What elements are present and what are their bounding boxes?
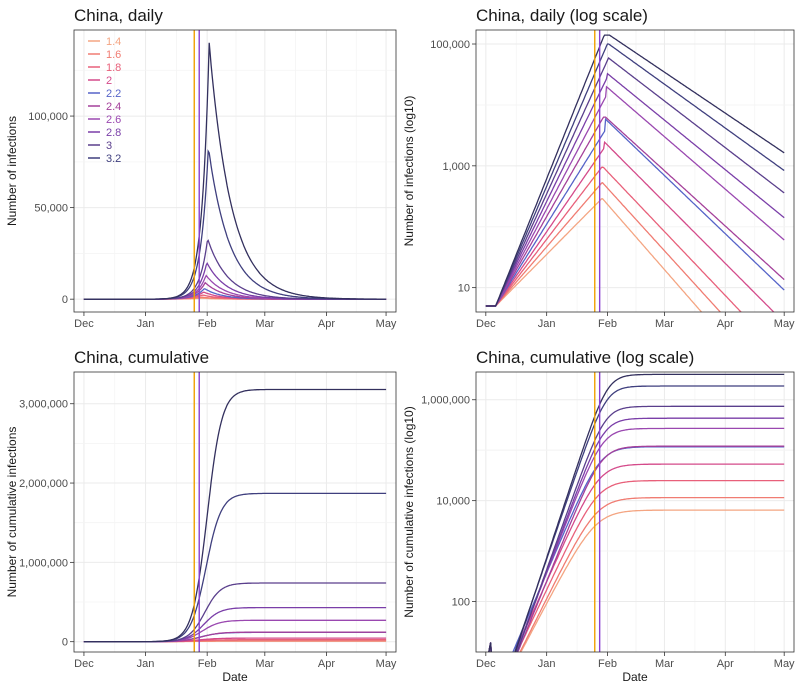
panel-3: Dec Jan Feb Mar Apr May 0 1,000,000 2,000,000 3,0… — [5, 348, 397, 684]
series-group — [488, 373, 785, 652]
series-line-2.8 — [485, 72, 785, 307]
legend-label: 1.4 — [106, 36, 121, 48]
x-tick-label: May — [376, 318, 397, 330]
x-tick-label: Jan — [137, 318, 155, 330]
x-tick-label: May — [376, 658, 397, 670]
series-line-2.4 — [485, 116, 785, 307]
x-tick-label: Apr — [318, 658, 335, 670]
legend-label: 2 — [106, 75, 112, 87]
series-line-1.6 — [485, 182, 722, 312]
y-axis-label: Number of cumulative infections (log10) — [402, 406, 416, 617]
y-tick-label: 100 — [452, 597, 470, 609]
plot-area — [74, 30, 396, 312]
x-tick-label: Feb — [198, 658, 217, 670]
y-tick-label: 3,000,000 — [19, 399, 68, 411]
panel-1: Dec Jan Feb Mar Apr May 0 50,000 100,000 China, d… — [5, 6, 397, 330]
series-group — [83, 388, 387, 643]
x-axis-label: Date — [222, 670, 248, 684]
legend-label: 2.2 — [106, 88, 121, 100]
x-tick-label: Dec — [74, 318, 94, 330]
chart-title: China, daily — [74, 6, 163, 25]
x-tick-label: Feb — [598, 658, 617, 670]
x-tick-label: Feb — [198, 318, 217, 330]
plot-border — [475, 371, 795, 653]
y-tick-label: 50,000 — [34, 203, 68, 215]
legend-label: 2.4 — [106, 101, 121, 113]
x-tick-label: Apr — [717, 658, 734, 670]
x-axis-label: Date — [622, 670, 648, 684]
x-tick-label: May — [774, 658, 795, 670]
x-tick-label: Mar — [655, 318, 674, 330]
y-tick-label: 0 — [62, 637, 68, 649]
y-tick-label: 10 — [458, 283, 470, 295]
y-tick-label: 1,000 — [442, 161, 470, 173]
y-axis-label: Number of cumulative infections — [5, 427, 19, 598]
x-tick-label: Feb — [598, 318, 617, 330]
plot-area — [476, 30, 794, 312]
x-tick-label: Mar — [655, 658, 674, 670]
series-line-1.4 — [485, 198, 703, 312]
y-tick-label: 0 — [62, 294, 68, 306]
chart-title: China, cumulative — [74, 348, 209, 367]
y-tick-label: 100,000 — [28, 111, 68, 123]
legend: 1.41.61.822.22.42.62.833.2 — [88, 36, 121, 165]
series-line-2 — [485, 140, 775, 312]
legend-label: 3 — [106, 140, 112, 152]
legend-label: 1.6 — [106, 49, 121, 61]
plot-border — [475, 29, 795, 313]
y-tick-label: 100,000 — [430, 39, 470, 51]
x-tick-label: Mar — [255, 658, 274, 670]
plot-border — [73, 29, 397, 313]
series-line-1.6 — [488, 496, 785, 652]
series-line-extra — [485, 34, 785, 307]
series-line-1.4 — [488, 509, 785, 652]
series-line-extra — [83, 42, 387, 300]
panel-4: Dec Jan Feb Mar Apr May 100 10,000 1,000,000 Chin… — [402, 348, 795, 684]
x-tick-label: Jan — [538, 658, 556, 670]
chart-title: China, cumulative (log scale) — [476, 348, 694, 367]
legend-label: 3.2 — [106, 153, 121, 165]
x-tick-label: Jan — [137, 658, 155, 670]
x-tick-label: Dec — [476, 318, 496, 330]
y-tick-label: 10,000 — [436, 496, 470, 508]
plot-area — [74, 372, 396, 652]
series-line-1.8 — [488, 479, 785, 652]
chart-title: China, daily (log scale) — [476, 6, 648, 25]
series-line-2 — [488, 463, 785, 652]
x-tick-label: Apr — [717, 318, 734, 330]
series-group — [83, 42, 387, 300]
x-tick-label: Jan — [538, 318, 556, 330]
x-tick-label: Mar — [255, 318, 274, 330]
series-line-2.2 — [485, 117, 785, 307]
y-tick-label: 2,000,000 — [19, 478, 68, 490]
series-group — [485, 34, 785, 312]
plot-area — [476, 372, 794, 652]
y-axis-label: Number of infections — [5, 116, 19, 226]
legend-label: 2.6 — [106, 114, 121, 126]
y-tick-label: 1,000,000 — [421, 395, 470, 407]
series-line-3 — [488, 405, 785, 652]
series-line-3.2 — [485, 43, 785, 307]
plot-border — [73, 371, 397, 653]
series-line-1.8 — [485, 166, 742, 312]
y-axis-label: Number of infections (log10) — [402, 96, 416, 247]
y-tick-label: 1,000,000 — [19, 557, 68, 569]
series-line-extra — [488, 373, 785, 652]
x-tick-label: Apr — [318, 318, 335, 330]
series-line-3 — [485, 57, 785, 307]
series-line-2.6 — [485, 85, 785, 307]
legend-label: 2.8 — [106, 127, 121, 139]
series-line-extra — [83, 388, 387, 643]
legend-label: 1.8 — [106, 62, 121, 74]
panel-2: Dec Jan Feb Mar Apr May 10 1,000 100,000 China, d… — [402, 6, 795, 330]
series-line-2.4 — [488, 445, 785, 652]
x-tick-label: Dec — [476, 658, 496, 670]
x-tick-label: Dec — [74, 658, 94, 670]
x-tick-label: May — [774, 318, 795, 330]
